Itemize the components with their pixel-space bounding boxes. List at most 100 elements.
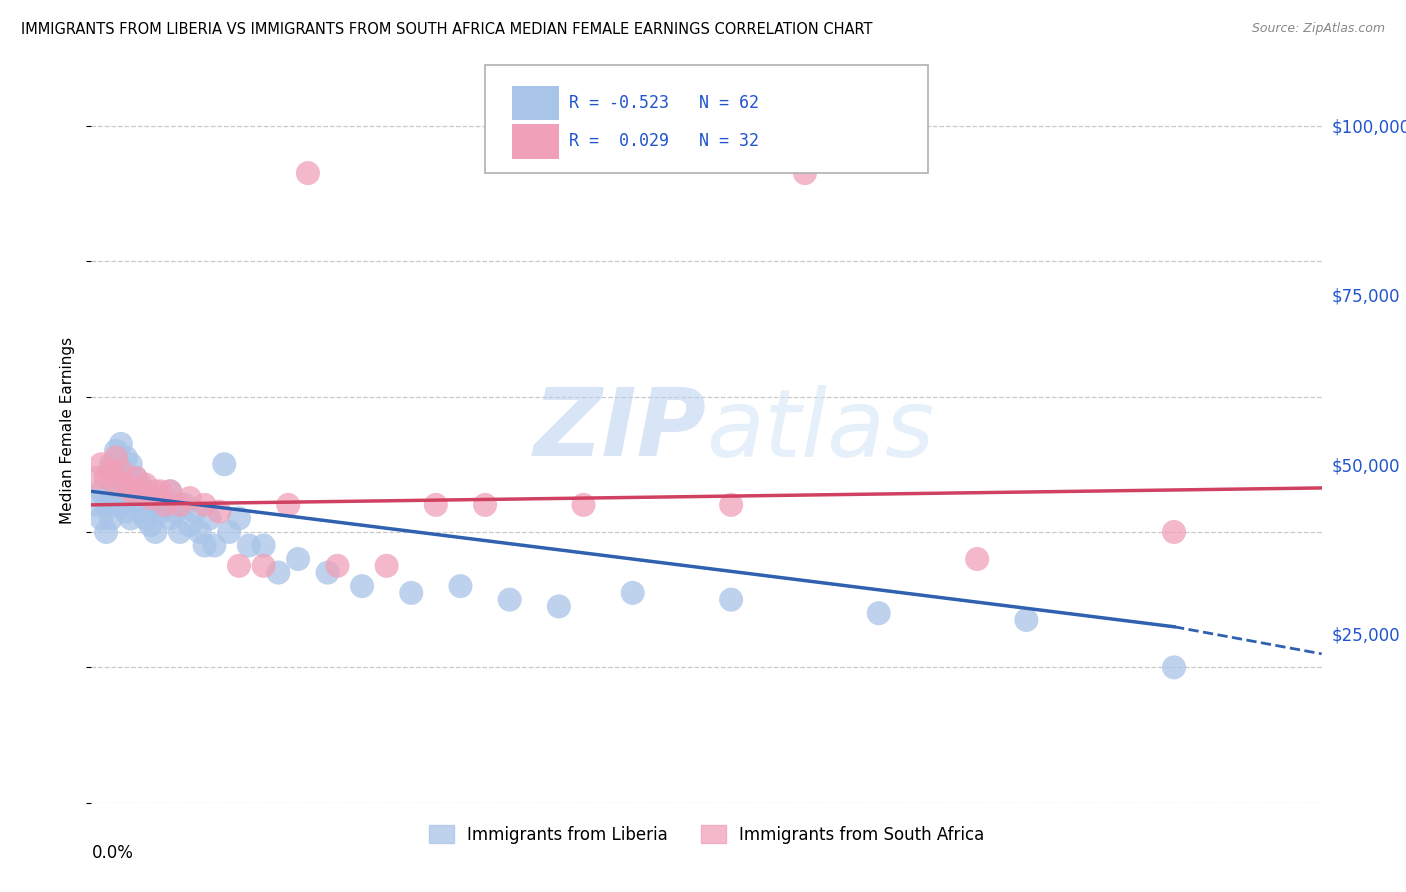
Text: 0.0%: 0.0% (91, 844, 134, 862)
Point (238, 539, 260, 553)
Text: IMMIGRANTS FROM LIBERIA VS IMMIGRANTS FROM SOUTH AFRICA MEDIAN FEMALE EARNINGS C: IMMIGRANTS FROM LIBERIA VS IMMIGRANTS FR… (21, 22, 873, 37)
Point (399, 586, 422, 600)
Point (793, 166, 815, 180)
Point (287, 552, 309, 566)
Point (86, 498, 108, 512)
Point (105, 443, 127, 458)
Point (96, 471, 117, 485)
Point (139, 491, 162, 505)
Point (159, 484, 181, 499)
Text: atlas: atlas (706, 384, 935, 476)
Point (110, 437, 132, 451)
Point (153, 498, 177, 512)
Y-axis label: Median Female Earnings: Median Female Earnings (60, 337, 76, 524)
Point (966, 552, 988, 566)
Point (159, 511, 181, 525)
Point (179, 491, 201, 505)
Point (193, 498, 217, 512)
Point (120, 484, 142, 499)
Point (375, 558, 398, 573)
Point (114, 505, 138, 519)
Point (149, 505, 172, 519)
Point (114, 450, 138, 465)
Point (86, 471, 108, 485)
Point (277, 498, 299, 512)
Point (105, 450, 127, 465)
Text: R = -0.523   N = 62: R = -0.523 N = 62 (568, 94, 759, 112)
Point (100, 511, 122, 525)
Point (449, 579, 471, 593)
Point (547, 599, 569, 614)
Point (90, 484, 112, 499)
Point (105, 471, 127, 485)
Text: Source: ZipAtlas.com: Source: ZipAtlas.com (1251, 22, 1385, 36)
Point (105, 477, 127, 491)
Point (120, 484, 142, 499)
Point (316, 566, 339, 580)
Point (212, 457, 235, 471)
Point (621, 586, 644, 600)
Point (163, 505, 186, 519)
Point (159, 484, 181, 499)
Point (218, 524, 240, 539)
Point (179, 518, 201, 533)
FancyBboxPatch shape (512, 124, 558, 159)
FancyBboxPatch shape (512, 86, 558, 120)
Point (120, 511, 142, 525)
Point (124, 471, 146, 485)
Point (90, 457, 112, 471)
FancyBboxPatch shape (485, 65, 928, 173)
Point (228, 558, 250, 573)
Point (105, 498, 127, 512)
Point (124, 471, 146, 485)
Point (253, 558, 276, 573)
Point (169, 498, 191, 512)
Point (153, 498, 177, 512)
Point (352, 579, 374, 593)
Point (114, 477, 138, 491)
Point (110, 464, 132, 478)
Point (96, 524, 117, 539)
Point (1163, 524, 1185, 539)
Point (474, 498, 496, 512)
Point (1015, 613, 1038, 627)
Point (720, 498, 742, 512)
Point (720, 592, 742, 607)
Point (129, 505, 152, 519)
Point (135, 477, 156, 491)
Point (198, 511, 221, 525)
Point (267, 566, 290, 580)
Point (120, 457, 142, 471)
Point (145, 498, 166, 512)
Point (253, 539, 276, 553)
Point (202, 539, 225, 553)
Point (326, 558, 349, 573)
Point (868, 606, 890, 620)
Point (145, 484, 166, 499)
Point (96, 498, 117, 512)
Text: R =  0.029   N = 32: R = 0.029 N = 32 (568, 132, 759, 151)
Point (135, 484, 156, 499)
Point (100, 457, 122, 471)
Point (169, 524, 191, 539)
Point (139, 518, 162, 533)
Point (572, 498, 595, 512)
Point (498, 592, 520, 607)
Point (208, 505, 231, 519)
Point (90, 511, 112, 525)
Point (110, 498, 132, 512)
Point (114, 477, 138, 491)
Text: ZIP: ZIP (534, 384, 706, 476)
Point (174, 498, 197, 512)
Point (129, 477, 152, 491)
Point (228, 511, 250, 525)
Point (139, 491, 162, 505)
Point (129, 484, 152, 499)
Point (188, 524, 211, 539)
Point (110, 464, 132, 478)
Legend: Immigrants from Liberia, Immigrants from South Africa: Immigrants from Liberia, Immigrants from… (422, 819, 991, 850)
Point (96, 471, 117, 485)
Point (100, 464, 122, 478)
Point (1163, 660, 1185, 674)
Point (124, 498, 146, 512)
